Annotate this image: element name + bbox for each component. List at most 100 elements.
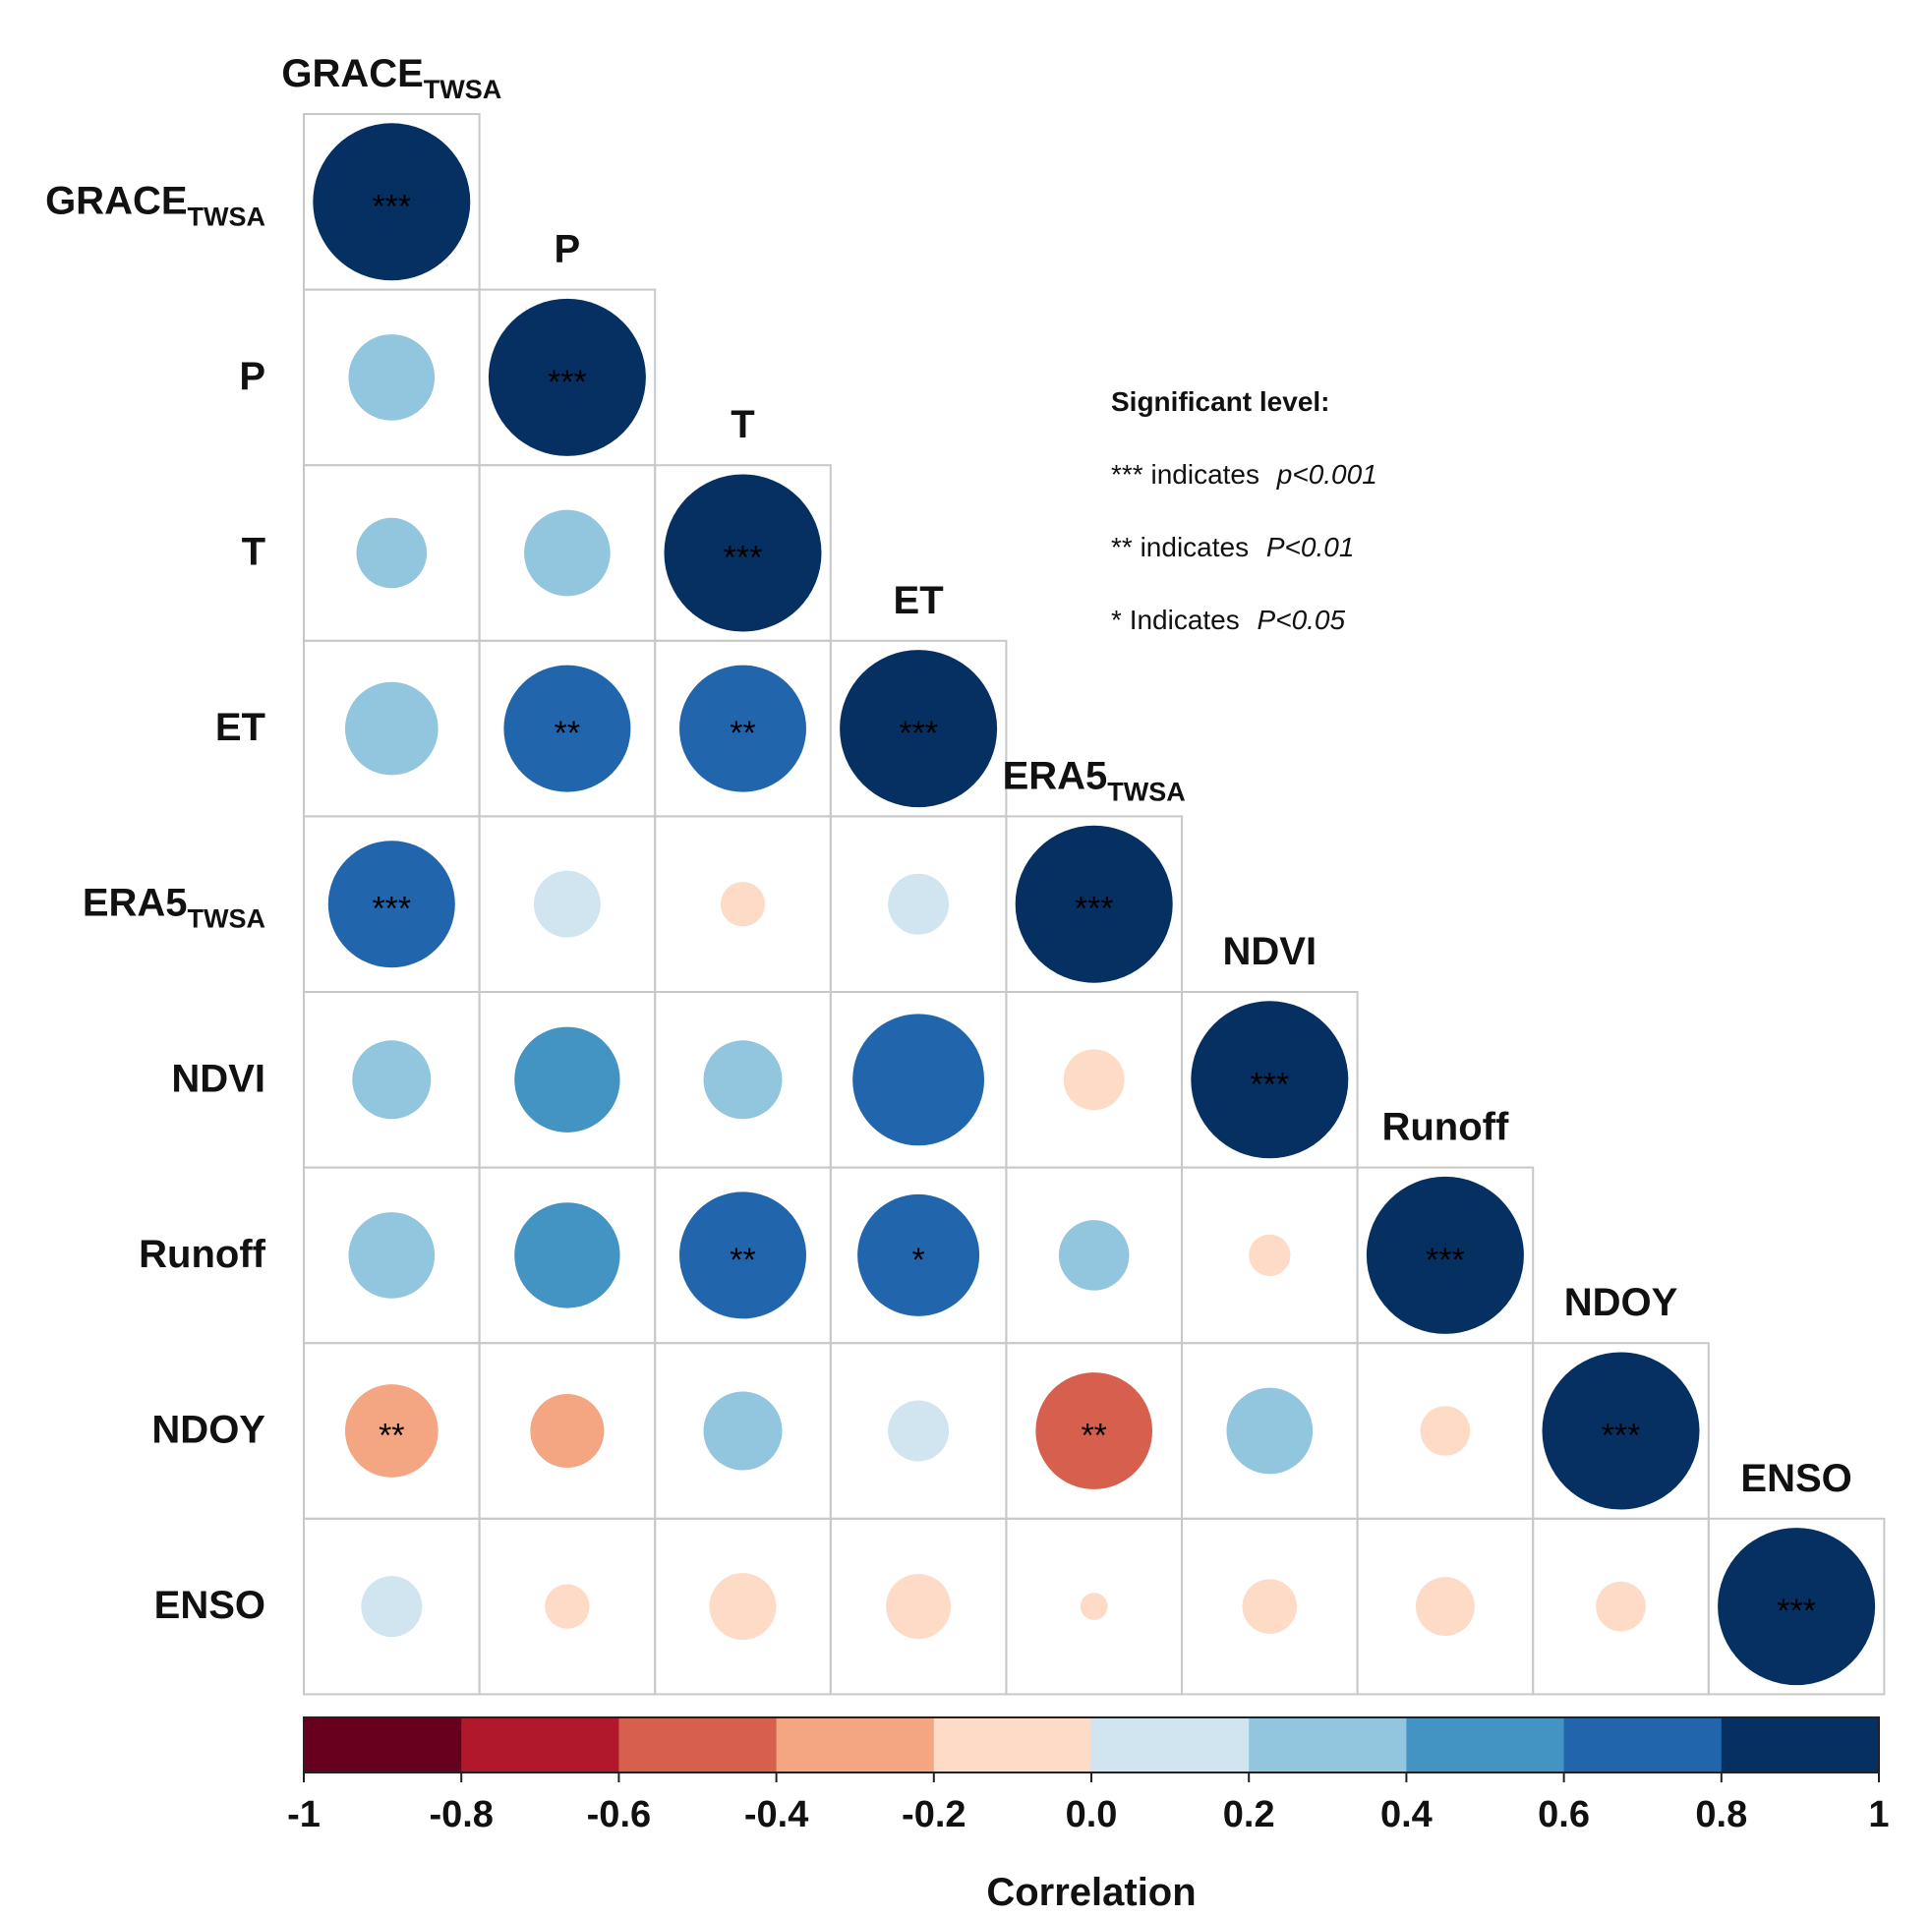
correlation-circle (348, 1212, 436, 1299)
correlation-circle (503, 665, 631, 792)
colorbar-segment (1721, 1717, 1880, 1772)
row-label: NDOY (151, 1409, 265, 1452)
row-label-main: Runoff (139, 1233, 266, 1276)
correlation-circle (352, 1040, 432, 1120)
legend-row-p05: * Indicates P<0.05 (1111, 600, 1377, 641)
row-label-main: P (239, 355, 265, 398)
colorbar-tick-label: -0.6 (587, 1794, 651, 1835)
colorbar-tick-label: 0.4 (1380, 1794, 1433, 1835)
row-label-main: NDOY (151, 1409, 265, 1452)
column-label: NDOY (1564, 1281, 1678, 1324)
legend-row-p001: *** indicates p<0.001 (1111, 454, 1377, 495)
significance-star-label: ** (730, 1242, 755, 1279)
legend-stars: *** (1111, 459, 1143, 490)
colorbar-segment (618, 1717, 778, 1772)
correlation-circle (1366, 1176, 1524, 1334)
correlation-circle (1596, 1581, 1646, 1632)
colorbar-segment (1091, 1717, 1250, 1772)
column-label-main: P (555, 228, 581, 271)
significance-star-label: *** (1777, 1593, 1816, 1630)
correlation-circle (709, 1573, 777, 1641)
row-label-sub: TWSA (188, 904, 265, 934)
significance-stars: *********** ** ****** ******** * ***** ** *****… (372, 188, 1816, 1630)
significance-star-label: *** (1075, 891, 1114, 928)
significance-star-label: *** (1426, 1242, 1465, 1279)
correlation-circle (852, 1014, 985, 1146)
row-label: T (242, 531, 265, 574)
correlation-circle (886, 1574, 952, 1640)
row-label: NDVI (171, 1057, 265, 1100)
correlation-circle (524, 509, 611, 597)
row-label-main: T (242, 531, 265, 574)
correlation-circle (703, 1040, 783, 1120)
correlation-circle (1718, 1528, 1876, 1686)
column-label: Runoff (1381, 1106, 1509, 1149)
correlation-circle (1542, 1352, 1700, 1510)
row-label-sub: TWSA (188, 202, 265, 231)
colorbar-tick-label: 1 (1868, 1794, 1889, 1835)
correlation-circle (679, 1191, 806, 1319)
legend-stars: ** (1111, 532, 1133, 562)
row-label: P (239, 355, 265, 398)
row-label-main: NDVI (171, 1057, 265, 1100)
column-label-sub: TWSA (424, 75, 501, 104)
column-label-main: T (731, 403, 754, 446)
colorbar-segment (933, 1717, 1092, 1772)
significance-star-label: * (911, 1242, 924, 1279)
column-label: NDVI (1223, 930, 1317, 973)
colorbar-tick-label: 0.6 (1538, 1794, 1590, 1835)
correlation-circle (888, 873, 950, 935)
column-label: T (731, 403, 754, 446)
correlation-circle (703, 1391, 783, 1471)
column-label-sub: TWSA (1107, 777, 1185, 806)
row-label-main: ERA5 (83, 882, 188, 925)
significance-star-label: *** (899, 715, 938, 752)
correlation-circle (1080, 1593, 1108, 1620)
correlation-circle (857, 1193, 980, 1316)
row-label: ET (215, 706, 265, 749)
row-label-main: ET (215, 706, 265, 749)
correlation-circle (1058, 1220, 1130, 1291)
correlation-circle (1035, 1372, 1153, 1489)
row-label-main: ENSO (154, 1584, 265, 1627)
correlation-circle (720, 882, 766, 927)
colorbar-label: Correlation (986, 1871, 1196, 1914)
colorbar-segment (776, 1717, 935, 1772)
significance-star-label: *** (372, 891, 411, 928)
correlation-circle (361, 1576, 423, 1638)
significance-star-label: *** (1602, 1418, 1641, 1455)
matrix-grid (303, 113, 1886, 1696)
correlation-circle (1415, 1577, 1475, 1637)
correlation-circle (313, 123, 471, 281)
correlation-circle (1191, 1001, 1349, 1159)
matrix-cell (1707, 1517, 1886, 1696)
column-label: ERA5TWSA (1003, 754, 1186, 806)
correlation-circle (530, 1393, 605, 1469)
correlation-circle (1242, 1579, 1298, 1634)
correlation-circle (356, 517, 428, 589)
correlation-circle (888, 1400, 950, 1462)
legend-p-value: p<0.001 (1276, 459, 1377, 490)
correlation-circle (545, 1584, 590, 1629)
row-label: ERA5TWSA (83, 882, 265, 934)
row-label: Runoff (139, 1233, 266, 1276)
row-label-main: GRACE (45, 179, 187, 222)
colorbar-segment (461, 1717, 619, 1772)
correlation-circle (1226, 1387, 1314, 1475)
colorbar: -1 -0.8 -0.6 -0.4 -0.2 0.0 0.2 0.4 0.6 0.8 1 Correl… (287, 1716, 1890, 1914)
colorbar-tick-label: 0.8 (1695, 1794, 1747, 1835)
row-label: ENSO (154, 1584, 265, 1627)
column-label-main: ERA5 (1003, 754, 1108, 797)
significance-star-label: ** (1081, 1418, 1106, 1455)
legend-p-value: P<0.01 (1265, 532, 1355, 562)
correlation-circle (514, 1026, 620, 1133)
column-label-main: Runoff (1381, 1106, 1509, 1149)
colorbar-tick-label: -1 (287, 1794, 321, 1835)
correlation-circle (344, 681, 439, 776)
column-label-main: ET (894, 579, 944, 622)
colorbar-segment (1249, 1717, 1407, 1772)
legend-p-value: P<0.05 (1257, 605, 1346, 635)
column-label-main: NDOY (1564, 1281, 1678, 1324)
